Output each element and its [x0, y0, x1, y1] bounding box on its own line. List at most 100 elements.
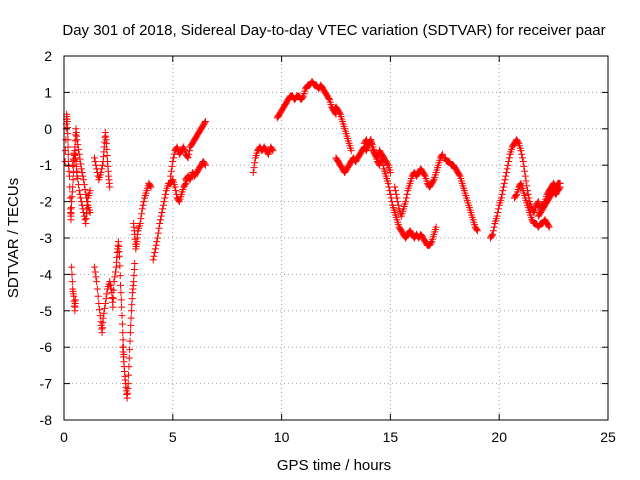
data-point	[64, 130, 72, 138]
data-point	[81, 216, 89, 224]
data-point	[367, 136, 375, 144]
data-point	[403, 190, 411, 198]
x-tick-label: 5	[169, 429, 177, 445]
data-point	[97, 168, 105, 176]
data-point	[545, 223, 553, 231]
y-tick-label: 2	[44, 48, 52, 64]
data-point	[92, 273, 100, 281]
data-point	[347, 147, 355, 155]
data-point	[473, 226, 481, 234]
data-point	[175, 196, 183, 204]
data-point	[250, 164, 258, 172]
data-point	[493, 212, 501, 220]
data-point	[64, 143, 72, 151]
data-point	[98, 161, 106, 169]
data-point	[138, 205, 146, 213]
data-point	[391, 187, 399, 195]
data-point	[185, 147, 193, 155]
data-point	[514, 138, 522, 146]
data-point	[125, 354, 133, 362]
data-point	[83, 198, 91, 206]
y-tick-label: -5	[40, 303, 53, 319]
chart-title: Day 301 of 2018, Sidereal Day-to-day VTE…	[62, 22, 605, 39]
data-point	[91, 158, 99, 166]
data-point	[64, 150, 72, 158]
data-point	[521, 167, 529, 175]
data-point	[68, 278, 76, 286]
data-point	[362, 137, 370, 145]
x-tick-label: 0	[60, 429, 68, 445]
data-point	[391, 183, 399, 191]
data-point	[78, 168, 86, 176]
data-point	[201, 119, 209, 127]
data-point	[99, 314, 107, 322]
data-point	[336, 109, 344, 117]
data-point	[488, 232, 496, 240]
data-point	[69, 183, 77, 191]
data-point	[154, 229, 162, 237]
data-point	[106, 281, 114, 289]
data-point	[520, 162, 528, 170]
data-point	[80, 209, 88, 217]
data-point	[522, 177, 530, 185]
data-point	[80, 176, 88, 184]
data-point	[126, 329, 134, 337]
data-point	[555, 184, 563, 192]
data-point	[529, 207, 537, 215]
data-point	[67, 216, 75, 224]
data-point	[518, 150, 526, 158]
x-tick-label: 10	[274, 429, 290, 445]
data-point	[455, 171, 463, 179]
data-point	[130, 272, 138, 280]
data-point	[154, 234, 162, 242]
data-point	[95, 300, 103, 308]
data-point	[505, 158, 513, 166]
data-point	[125, 363, 133, 371]
data-point	[82, 190, 90, 198]
data-point	[386, 168, 394, 176]
data-point	[147, 183, 155, 191]
data-point	[110, 286, 118, 294]
data-point	[137, 215, 145, 223]
data-point	[74, 175, 82, 183]
data-point	[75, 187, 83, 195]
data-point	[94, 292, 102, 300]
data-point	[81, 185, 89, 193]
data-point	[156, 219, 164, 227]
data-point	[153, 238, 161, 246]
data-point	[66, 194, 74, 202]
y-tick-label: -4	[40, 266, 53, 282]
data-point	[80, 181, 88, 189]
data-point	[149, 256, 157, 264]
data-point	[170, 154, 178, 162]
data-point	[394, 198, 402, 206]
data-point	[179, 144, 187, 152]
data-point	[138, 210, 146, 218]
data-point	[128, 295, 136, 303]
data-point	[500, 183, 508, 191]
data-point	[63, 124, 71, 132]
axis-ticks: 0 5 10 15 20 25 -8 -7 -6 -5 -4 -3 -2 -1 0 1 2	[40, 48, 616, 445]
data-point	[127, 321, 135, 329]
data-point	[394, 201, 402, 209]
data-point	[117, 289, 125, 297]
data-point	[91, 268, 99, 276]
data-point	[383, 160, 391, 168]
data-point	[118, 312, 126, 320]
data-point	[126, 337, 134, 345]
data-point	[103, 151, 111, 159]
y-tick-label: -2	[40, 194, 53, 210]
data-point	[473, 227, 481, 235]
data-point	[158, 209, 166, 217]
data-point	[378, 154, 386, 162]
data-point	[171, 183, 179, 191]
data-point	[79, 172, 87, 180]
y-tick-label: -8	[40, 412, 53, 428]
data-point	[126, 346, 134, 354]
data-point	[115, 252, 123, 260]
data-point	[517, 147, 525, 155]
data-point	[172, 144, 180, 152]
data-point	[155, 224, 163, 232]
data-point	[498, 190, 506, 198]
data-point	[497, 194, 505, 202]
